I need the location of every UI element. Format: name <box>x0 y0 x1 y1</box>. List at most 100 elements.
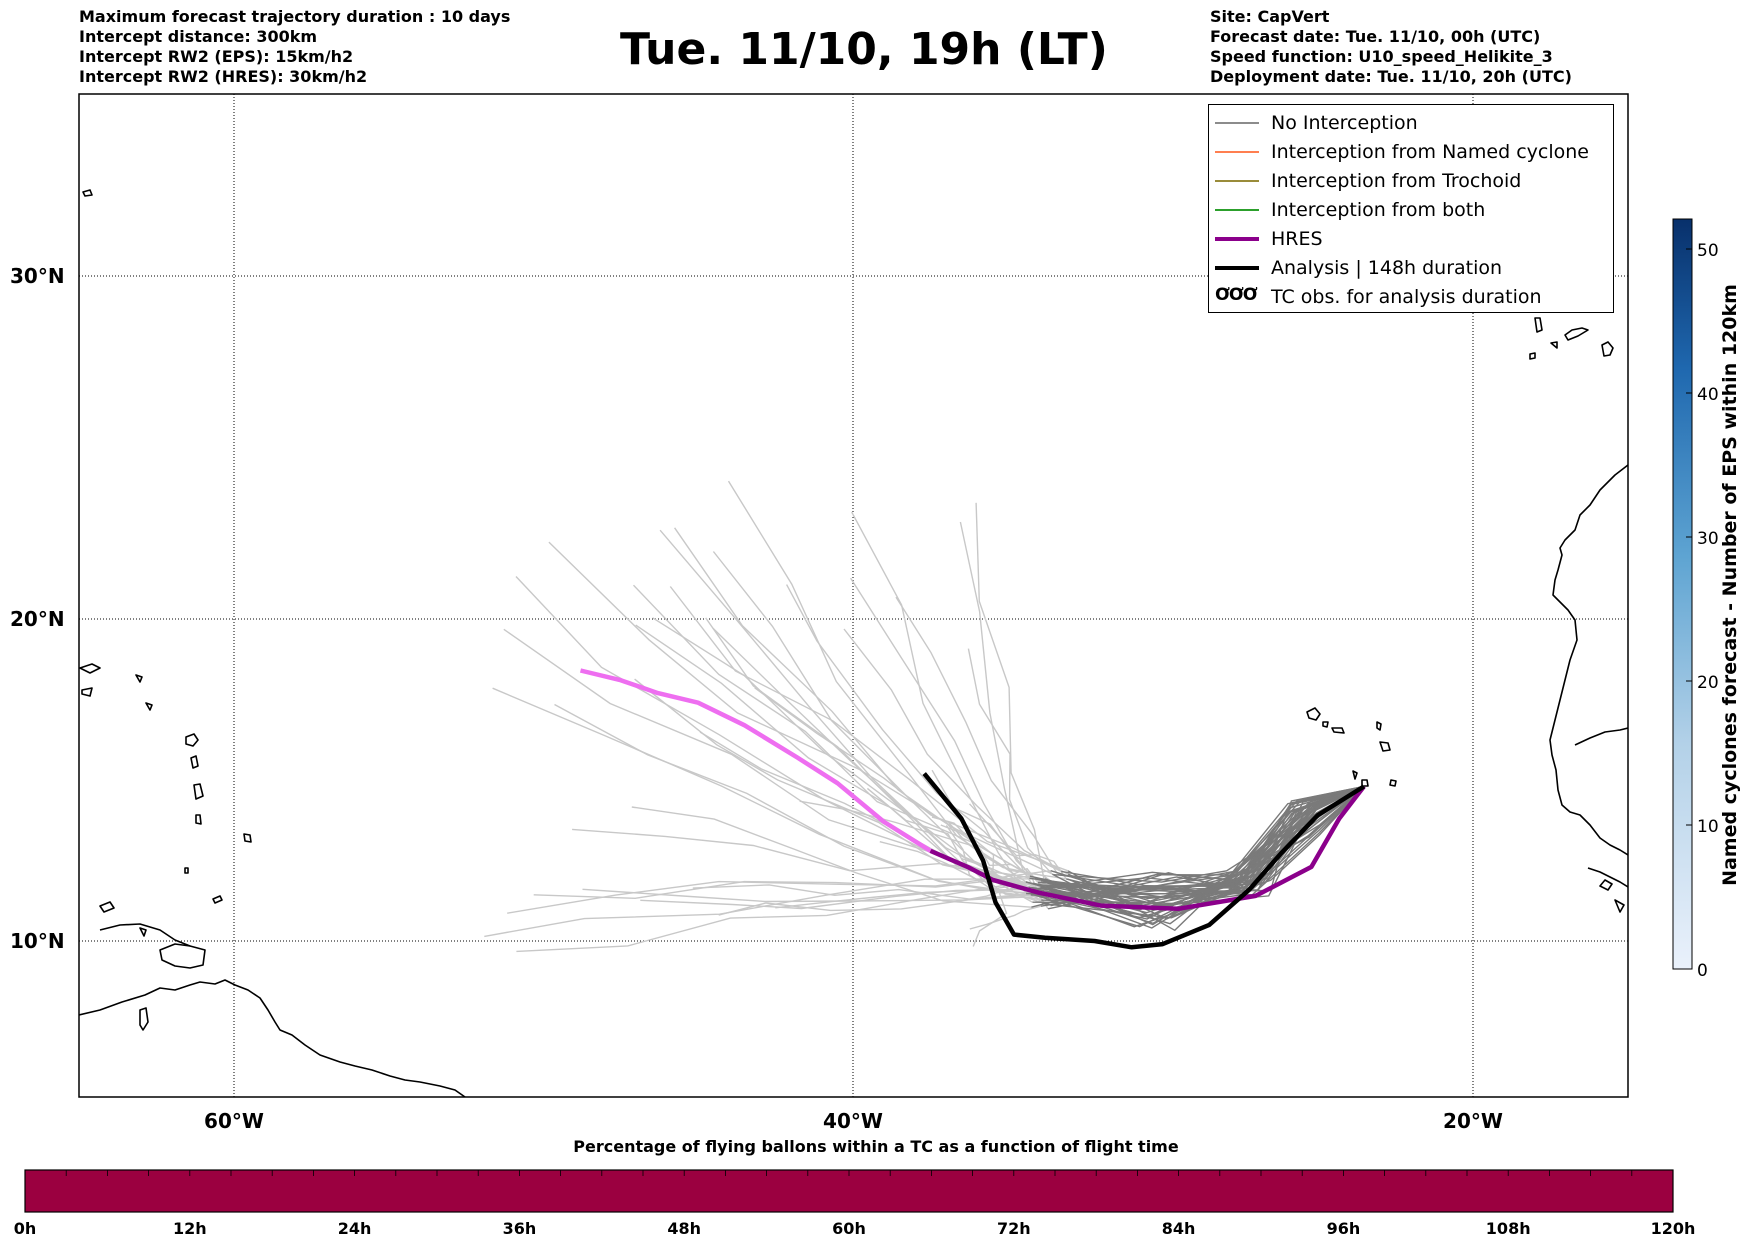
timeline-tick-label: 84h <box>1162 1219 1196 1238</box>
eps-trajectory-far <box>754 687 1062 873</box>
eps-trajectory-far <box>850 577 1063 907</box>
eps-trajectory-far <box>484 878 1046 938</box>
eps-trajectories-light <box>484 480 1069 953</box>
eps-trajectory-far <box>940 824 1031 896</box>
legend-item-hres: HRES <box>1209 225 1613 254</box>
eps-trajectory-near <box>1035 785 1365 894</box>
lon-label-60w: 60°W <box>204 1109 264 1133</box>
lon-label-40w: 40°W <box>823 1109 883 1133</box>
eps-trajectory-far <box>652 617 1050 895</box>
island-cape-verde-maio <box>1389 779 1397 787</box>
island-leeward <box>79 663 153 711</box>
coastline-south-america <box>79 979 466 1097</box>
timeline-tick-label: 96h <box>1327 1219 1361 1238</box>
island-cape-verde-sao-vicente <box>1322 721 1329 728</box>
eps-trajectory-far <box>533 875 1030 900</box>
eps-trajectory-far <box>516 881 1026 953</box>
colorbar-tick-50: 50 <box>1697 241 1719 261</box>
legend-swatch <box>1215 266 1259 270</box>
eps-trajectory-far <box>669 586 1069 872</box>
island-bonaire <box>99 901 147 937</box>
info-speed-function: Speed function: U10_speed_Helikite_3 <box>1210 47 1553 66</box>
island-canary-2 <box>1564 327 1589 341</box>
coastline-venezuela-east <box>99 923 191 947</box>
timeline-tick-label: 120h <box>1651 1219 1696 1238</box>
info-site: Site: CapVert <box>1210 7 1330 26</box>
island-guadeloupe <box>185 733 199 747</box>
island-north-cay <box>82 189 93 197</box>
colorbar-tick-0: 0 <box>1697 961 1708 981</box>
timeline-tick-label: 24h <box>338 1219 372 1238</box>
eps-trajectory-far <box>727 480 1027 883</box>
timeline-title: Percentage of flying ballons within a TC… <box>573 1137 1179 1156</box>
island-margarita <box>139 1007 149 1031</box>
legend-label: Interception from Trochoid <box>1271 170 1522 192</box>
eps-trajectory-far <box>967 648 1053 875</box>
eps-trajectory-far <box>712 551 1051 907</box>
timeline-tick-label: 12h <box>173 1219 207 1238</box>
timeline-tick-labels: 0h 12h 24h 36h 48h 60h 72h 84h 96h 108h 120h <box>14 1219 1696 1238</box>
colorbar-tick-40: 40 <box>1697 385 1719 405</box>
legend-label: Analysis | 148h duration <box>1271 257 1503 279</box>
eps-trajectory-far <box>969 905 1042 930</box>
eps-trajectory-near <box>1040 785 1365 929</box>
timeline-tick-label: 36h <box>503 1219 537 1238</box>
island-st-lucia <box>195 814 202 825</box>
legend-item-named-cyclone: Interception from Named cyclone <box>1209 138 1613 167</box>
eps-trajectory-far <box>975 502 1046 883</box>
eps-trajectory-far <box>640 888 1048 910</box>
legend-swatch <box>1215 151 1259 153</box>
island-canary-3 <box>1601 341 1614 357</box>
legend-swatch <box>1215 237 1259 241</box>
legend-label: No Interception <box>1271 112 1418 134</box>
colorbar-ticks <box>1686 248 1692 970</box>
timeline-tick-label: 108h <box>1486 1219 1531 1238</box>
timeline-tick-label: 48h <box>667 1219 701 1238</box>
colorbar-label: Named cyclones forecast - Number of EPS … <box>1719 284 1741 886</box>
legend-label: Interception from both <box>1271 199 1486 221</box>
timeline-bar <box>24 1169 1674 1213</box>
timeline-tick-label: 60h <box>832 1219 866 1238</box>
island-cape-verde-santiago <box>1352 770 1358 780</box>
eps-trajectory-far <box>961 858 1039 883</box>
lat-label-10n: 10°N <box>10 929 65 953</box>
legend-label: Interception from Named cyclone <box>1271 141 1589 163</box>
info-intercept-rw2-eps: Intercept RW2 (EPS): 15km/h2 <box>79 47 354 66</box>
run-info-left: Maximum forecast trajectory duration : 1… <box>79 7 510 87</box>
eps-trajectory-far <box>634 678 1038 886</box>
hres-track-far <box>579 668 932 853</box>
analysis-track <box>922 772 1366 950</box>
island-tobago <box>212 895 223 904</box>
eps-trajectory-far <box>866 787 1036 894</box>
eps-trajectory-far <box>718 893 1032 916</box>
island-barbados <box>243 833 252 843</box>
coastline-africa-bulge <box>1574 727 1628 746</box>
info-intercept-rw2-hres: Intercept RW2 (HRES): 30km/h2 <box>79 67 368 86</box>
colorbar <box>1672 218 1693 970</box>
info-intercept-distance: Intercept distance: 300km <box>79 27 318 46</box>
legend-item-analysis: Analysis | 148h duration <box>1209 254 1613 283</box>
island-canary-1 <box>1534 317 1543 333</box>
legend-item-both: Interception from both <box>1209 196 1613 225</box>
legend-swatch <box>1215 122 1259 124</box>
colorbar-tick-20: 20 <box>1697 673 1719 693</box>
island-cape-verde-santo-antao <box>1306 707 1321 721</box>
island-canary-5 <box>1529 352 1536 360</box>
eps-trajectory-near <box>1029 785 1365 910</box>
legend-item-no-interception: No Interception <box>1209 109 1613 138</box>
page-title: Tue. 11/10, 19h (LT) <box>620 24 1108 75</box>
coastline-west-africa <box>1549 464 1628 856</box>
tc-obs-symbol-icon: ƠƠƠ <box>1215 285 1258 305</box>
island-grenada <box>184 867 189 874</box>
legend-item-trochoid: Interception from Trochoid <box>1209 167 1613 196</box>
lat-label-20n: 20°N <box>10 607 65 631</box>
eps-trajectory-far <box>972 882 1039 947</box>
island-dominica <box>190 755 199 769</box>
legend-swatch <box>1215 180 1259 182</box>
eps-trajectory-near <box>1035 785 1365 890</box>
eps-trajectory-far <box>572 828 1035 880</box>
coastline-trinidad <box>159 943 206 969</box>
info-max-duration: Maximum forecast trajectory duration : 1… <box>79 7 511 26</box>
map-frame <box>78 93 1629 1098</box>
legend-label: HRES <box>1271 228 1323 250</box>
